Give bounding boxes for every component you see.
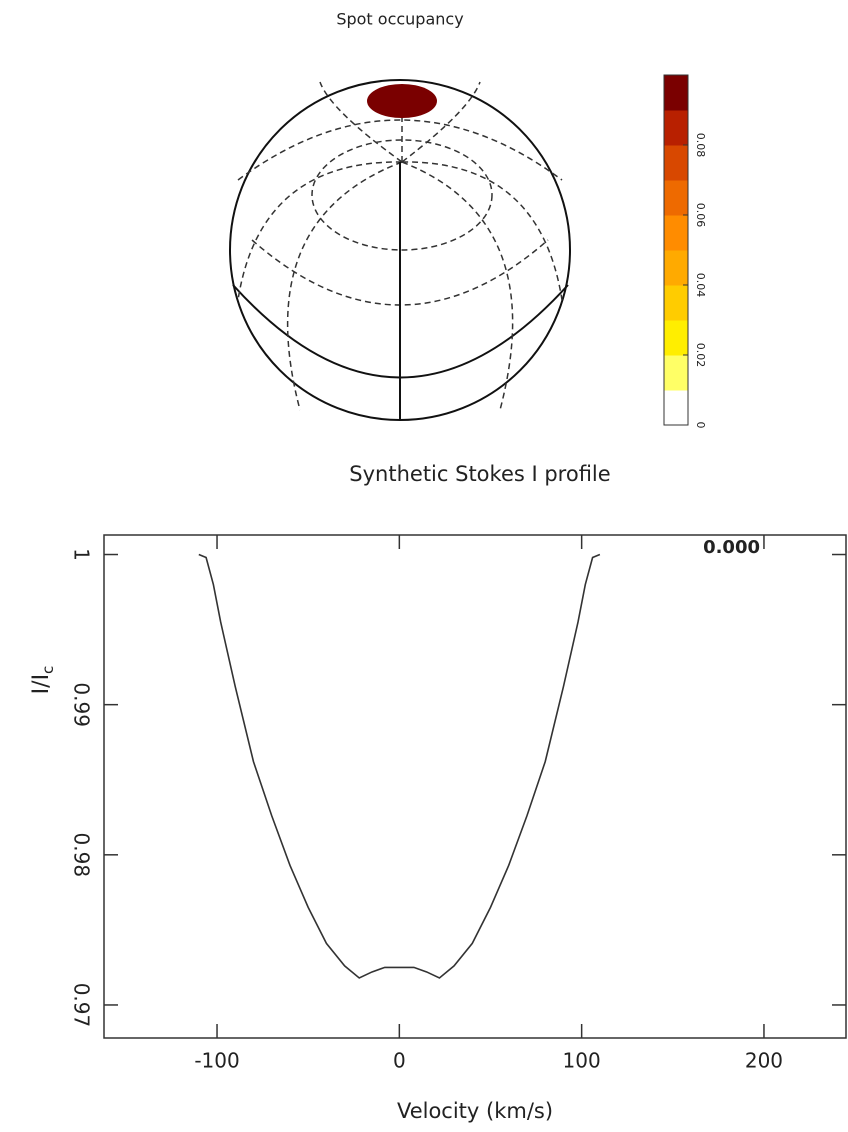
colorbar-segment (664, 145, 688, 181)
colorbar-tick-label: 0.08 (694, 133, 707, 158)
meridian (237, 161, 403, 301)
colorbar-segment (664, 110, 688, 146)
y-axis-label: I/Ic (29, 666, 57, 695)
spot (367, 84, 437, 118)
x-tick-label: 200 (745, 1049, 783, 1073)
colorbar-segment (664, 285, 688, 321)
colorbar-segment (664, 215, 688, 251)
meridian (319, 81, 403, 163)
x-tick-label: -100 (194, 1049, 239, 1073)
colorbar-tick-label: 0 (694, 422, 707, 429)
chart-title: Spot occupancy (336, 10, 463, 29)
meridian (401, 81, 481, 163)
colorbar-segment (664, 390, 688, 426)
y-tick-label: 0.98 (70, 833, 94, 878)
latitude-line (311, 139, 493, 251)
colorbar-tick-label: 0.02 (694, 343, 707, 368)
meridian (401, 161, 563, 301)
colorbar-tick-label: 0.04 (694, 273, 707, 298)
x-tick-label: 100 (563, 1049, 601, 1073)
x-tick-label: 0 (393, 1049, 406, 1073)
chart-title: Synthetic Stokes I profile (349, 462, 610, 486)
colorbar-segment (664, 320, 688, 356)
y-tick-label: 1 (70, 548, 94, 561)
annotation: 0.000 (703, 537, 760, 558)
colorbar-tick-label: 0.06 (694, 203, 707, 228)
x-axis-label: Velocity (km/s) (397, 1099, 553, 1123)
y-tick-label: 0.99 (70, 682, 94, 727)
y-axis-label-sub: c (39, 666, 57, 674)
plot-frame (103, 534, 847, 1039)
y-axis-label-main: I/I (29, 674, 54, 694)
latitude-line (237, 119, 563, 181)
colorbar-segment (664, 180, 688, 216)
colorbar-frame (663, 74, 689, 426)
profile-line (198, 553, 601, 979)
colorbar-segment (664, 75, 688, 111)
meridian (286, 161, 403, 411)
y-tick-label: 0.97 (70, 983, 94, 1028)
colorbar-segment (664, 355, 688, 391)
colorbar-segment (664, 250, 688, 286)
sphere (229, 79, 571, 421)
